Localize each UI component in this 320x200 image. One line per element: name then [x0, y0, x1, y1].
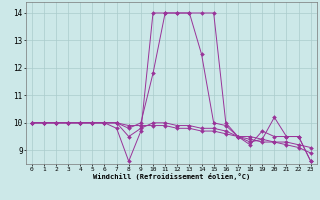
X-axis label: Windchill (Refroidissement éolien,°C): Windchill (Refroidissement éolien,°C)	[92, 173, 250, 180]
